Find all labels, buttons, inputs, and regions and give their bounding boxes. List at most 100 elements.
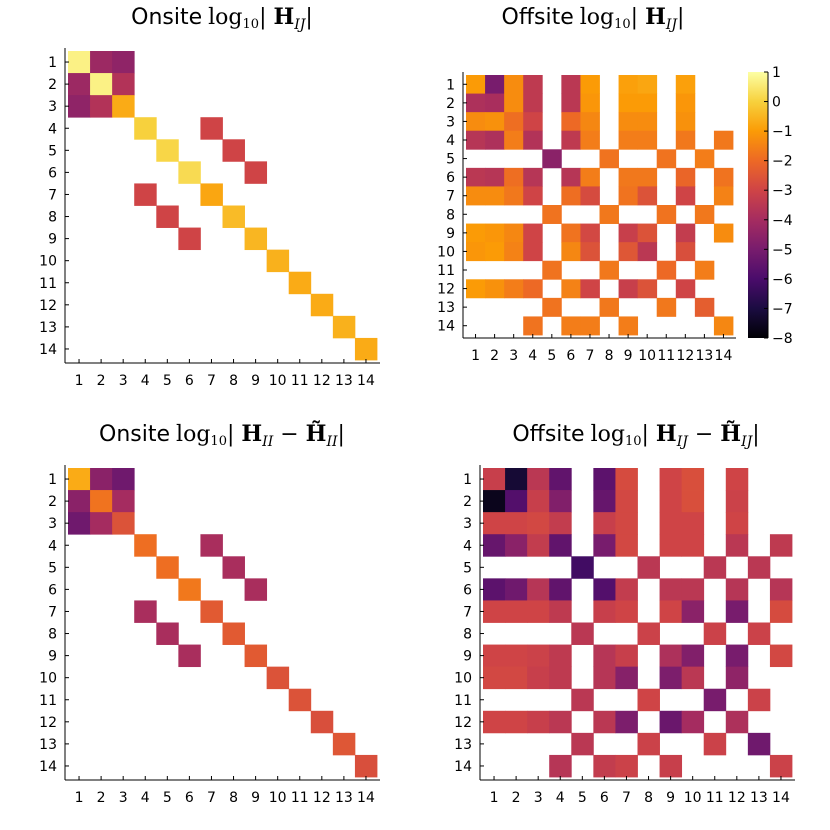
heatmap-cell [618, 186, 639, 206]
heatmap-cell [593, 468, 616, 491]
y-tick-label: 11 [437, 263, 455, 279]
heatmap-cell [593, 644, 616, 668]
heatmap-cell [593, 512, 616, 535]
heatmap-cell [504, 186, 524, 206]
heatmap-cell [549, 534, 572, 557]
heatmap-cell [659, 710, 683, 734]
panel-offsite-diff-title: Offsite log10| HIJ − H̃IJ| [512, 421, 759, 450]
heatmap-cell [112, 490, 135, 513]
y-tick-label: 6 [48, 582, 57, 598]
heatmap-cell [675, 130, 696, 150]
heatmap-cell [599, 205, 619, 224]
heatmap-cell [561, 75, 581, 94]
y-tick-label: 8 [48, 627, 57, 643]
x-tick-label: 12 [676, 348, 694, 364]
y-tick-label: 9 [48, 232, 57, 248]
x-tick-label: 11 [291, 373, 309, 389]
heatmap-cell [483, 512, 506, 535]
heatmap-cell [580, 223, 600, 243]
heatmap-cell [354, 337, 378, 361]
heatmap-cell [615, 578, 638, 601]
y-tick-label: 12 [39, 298, 57, 314]
heatmap-cell [523, 167, 543, 187]
heatmap-cell [549, 490, 572, 513]
panel-offsite-hij-title-prefix: Offsite [502, 5, 574, 30]
heatmap-cell [599, 260, 619, 280]
heatmap-cell [656, 149, 677, 169]
heatmap-cell [656, 260, 677, 280]
heatmap-cell [90, 468, 113, 491]
y-tick-label: 7 [48, 187, 57, 203]
heatmap-cell [505, 490, 528, 513]
heatmap-cell [659, 490, 683, 513]
heatmap-cell [527, 534, 550, 557]
y-tick-label: 2 [48, 494, 57, 510]
heatmap-cell [310, 710, 334, 734]
heatmap-cell [681, 666, 705, 690]
y-tick-label: 10 [454, 671, 472, 687]
heatmap-cell [561, 93, 581, 113]
heatmap-cell [725, 534, 749, 557]
heatmap-cell [485, 167, 505, 187]
x-tick-label: 8 [644, 790, 653, 806]
heatmap-cell [593, 754, 616, 778]
y-tick-label: 6 [463, 582, 472, 598]
x-tick-label: 6 [600, 790, 609, 806]
heatmap-cell [112, 73, 135, 96]
colorbar-tick-label: −4 [772, 213, 793, 229]
heatmap-cell [675, 242, 696, 262]
heatmap-cell [615, 754, 638, 778]
heatmap-cell [725, 710, 749, 734]
heatmap-cell [527, 644, 550, 668]
heatmap-cell [580, 112, 600, 132]
heatmap-cell [483, 666, 506, 690]
panel-onsite-diff-title: Onsite log10| HII − H̃II| [99, 421, 345, 450]
colorbar-tick-label: −5 [772, 242, 793, 258]
heatmap-cell [615, 710, 638, 734]
heatmap-cell [112, 51, 135, 74]
heatmap-cell [523, 112, 543, 132]
y-tick-label: 11 [39, 693, 57, 709]
x-tick-label: 14 [357, 790, 375, 806]
colorbar-tick-label: 0 [772, 95, 781, 111]
heatmap-cell [505, 644, 528, 668]
heatmap-cell [747, 556, 771, 579]
heatmap-cell [571, 732, 594, 756]
heatmap-cell [504, 112, 524, 132]
heatmap-cell [549, 600, 572, 623]
heatmap-cell [681, 578, 705, 601]
x-tick-label: 7 [586, 348, 595, 364]
heatmap-cell [769, 600, 793, 623]
x-tick-label: 14 [772, 790, 790, 806]
heatmap-cell [615, 534, 638, 557]
y-tick-label: 12 [437, 282, 455, 298]
heatmap-cell [725, 512, 749, 535]
y-tick-label: 5 [463, 560, 472, 576]
heatmap-cell [90, 73, 113, 96]
colorbar-tick-label: 1 [772, 65, 781, 81]
heatmap-cell [769, 754, 793, 778]
x-tick-label: 11 [291, 790, 309, 806]
heatmap-cell [222, 205, 245, 228]
heatmap-cell [523, 279, 543, 299]
y-tick-label: 7 [48, 604, 57, 620]
heatmap-cell [637, 167, 658, 187]
heatmap-cell [571, 688, 594, 712]
heatmap-cell [542, 205, 562, 224]
y-tick-label: 13 [39, 320, 57, 336]
heatmap-cell [485, 279, 505, 299]
heatmap-cell [244, 227, 268, 251]
heatmap-cell [713, 167, 734, 187]
x-tick-label: 2 [512, 790, 521, 806]
heatmap-cell [134, 117, 157, 140]
heatmap-cell [68, 73, 91, 96]
heatmap-cell [713, 130, 734, 150]
heatmap-cell [637, 93, 658, 113]
heatmap-cell [156, 205, 179, 228]
x-tick-label: 7 [622, 790, 631, 806]
heatmap-cell [542, 260, 562, 280]
y-tick-label: 4 [48, 121, 57, 137]
heatmap-cell [580, 75, 600, 94]
